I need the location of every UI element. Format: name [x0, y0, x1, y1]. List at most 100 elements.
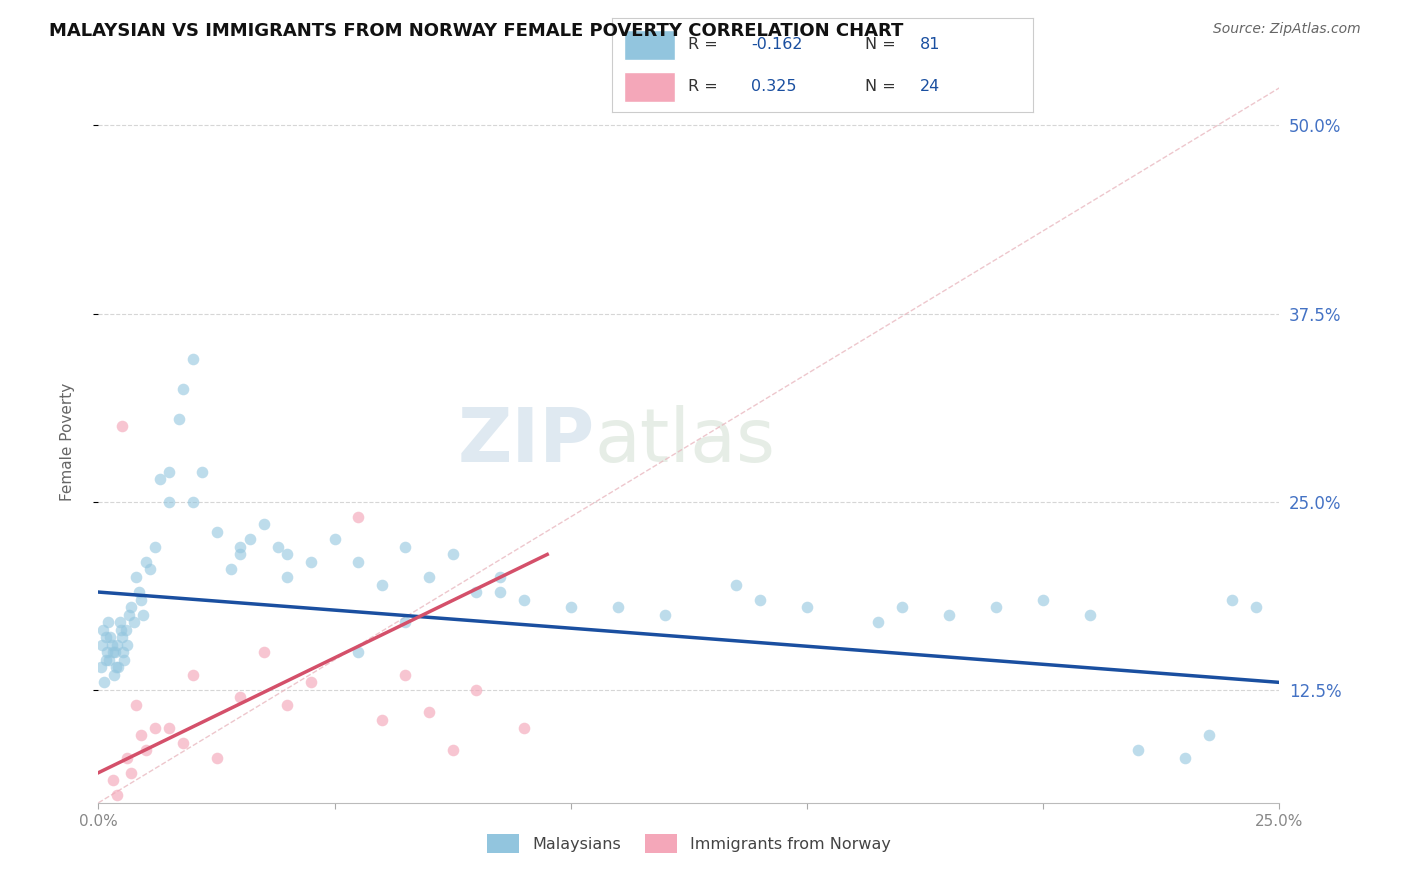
Point	[465, 585, 488, 599]
Point	[239, 533, 262, 547]
Text: 0.325: 0.325	[751, 78, 796, 94]
Point	[607, 600, 630, 615]
Point	[100, 638, 122, 652]
Text: N =: N =	[865, 78, 901, 94]
Point	[94, 630, 117, 644]
Point	[512, 592, 534, 607]
Legend: Malaysians, Immigrants from Norway: Malaysians, Immigrants from Norway	[481, 828, 897, 860]
Point	[267, 540, 290, 554]
Point	[128, 585, 150, 599]
Point	[1198, 728, 1220, 742]
Point	[135, 743, 157, 757]
Point	[118, 607, 141, 622]
Point	[441, 548, 464, 562]
Text: ZIP: ZIP	[457, 405, 595, 478]
Point	[107, 660, 129, 674]
Point	[191, 465, 214, 479]
Point	[299, 675, 322, 690]
Point	[371, 577, 394, 591]
Point	[394, 540, 416, 554]
Point	[465, 682, 488, 697]
Point	[205, 524, 228, 539]
Point	[111, 645, 134, 659]
Point	[441, 743, 464, 757]
Point	[253, 645, 276, 659]
Point	[143, 540, 166, 554]
Point	[105, 638, 128, 652]
Point	[121, 765, 143, 780]
Text: R =: R =	[688, 78, 723, 94]
Point	[347, 645, 370, 659]
Point	[93, 675, 115, 690]
Point	[91, 638, 114, 652]
Point	[394, 615, 416, 630]
Point	[157, 494, 180, 508]
Point	[122, 615, 145, 630]
Point	[890, 600, 912, 615]
Point	[347, 509, 370, 524]
Point	[984, 600, 1007, 615]
Point	[121, 600, 143, 615]
Point	[97, 653, 120, 667]
Y-axis label: Female Poverty: Female Poverty	[60, 383, 75, 500]
Point	[103, 668, 125, 682]
Point	[181, 494, 204, 508]
Point	[181, 668, 204, 682]
Text: N =: N =	[865, 37, 901, 52]
Point	[299, 555, 322, 569]
Point	[97, 615, 120, 630]
Point	[1126, 743, 1149, 757]
Text: 81: 81	[920, 37, 941, 52]
Point	[129, 728, 152, 742]
Point	[219, 562, 242, 576]
Point	[323, 533, 346, 547]
FancyBboxPatch shape	[624, 30, 675, 60]
Point	[1032, 592, 1054, 607]
Point	[276, 698, 298, 712]
Point	[654, 607, 676, 622]
Text: R =: R =	[688, 37, 723, 52]
Point	[371, 713, 394, 727]
Text: atlas: atlas	[595, 405, 776, 478]
Point	[418, 706, 440, 720]
Point	[1080, 607, 1102, 622]
Point	[489, 585, 512, 599]
Point	[129, 592, 152, 607]
Point	[205, 750, 228, 764]
Point	[512, 721, 534, 735]
Point	[1220, 592, 1243, 607]
Point	[96, 645, 118, 659]
Point	[229, 690, 252, 705]
Point	[112, 653, 135, 667]
Point	[94, 653, 117, 667]
Point	[110, 623, 132, 637]
Point	[157, 465, 180, 479]
Point	[229, 540, 252, 554]
Point	[172, 382, 194, 396]
Point	[866, 615, 889, 630]
FancyBboxPatch shape	[624, 72, 675, 103]
Point	[938, 607, 960, 622]
Point	[394, 668, 416, 682]
Point	[253, 517, 276, 532]
Point	[101, 773, 124, 788]
Point	[725, 577, 748, 591]
Point	[229, 548, 252, 562]
Point	[111, 419, 134, 434]
Point	[560, 600, 582, 615]
Text: -0.162: -0.162	[751, 37, 803, 52]
Point	[418, 570, 440, 584]
Point	[796, 600, 818, 615]
Point	[143, 721, 166, 735]
Text: 24: 24	[920, 78, 939, 94]
Point	[114, 623, 136, 637]
Point	[98, 630, 121, 644]
Point	[347, 555, 370, 569]
Point	[1244, 600, 1267, 615]
Point	[489, 570, 512, 584]
Point	[276, 548, 298, 562]
Point	[167, 412, 190, 426]
Point	[91, 623, 114, 637]
Point	[1174, 750, 1197, 764]
Point	[748, 592, 770, 607]
